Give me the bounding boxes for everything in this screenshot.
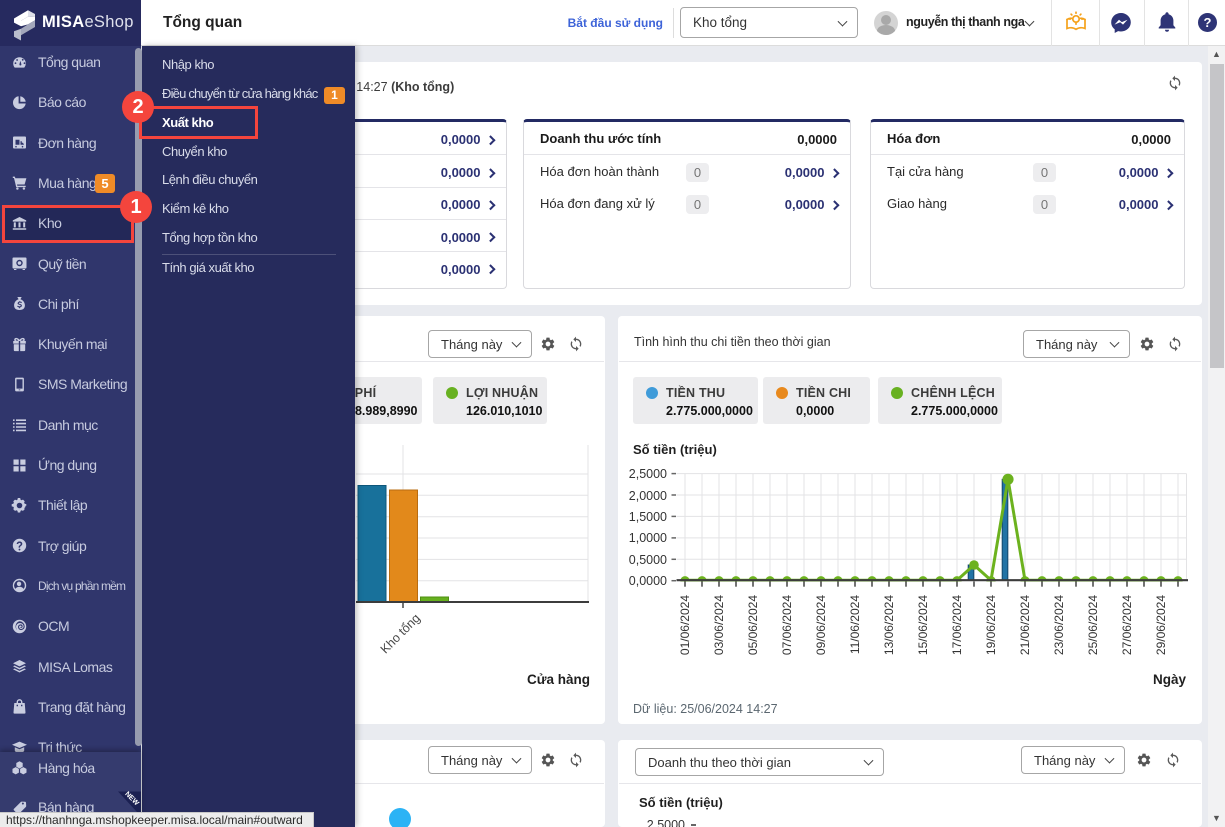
svg-text:?: ? [1204, 15, 1212, 30]
